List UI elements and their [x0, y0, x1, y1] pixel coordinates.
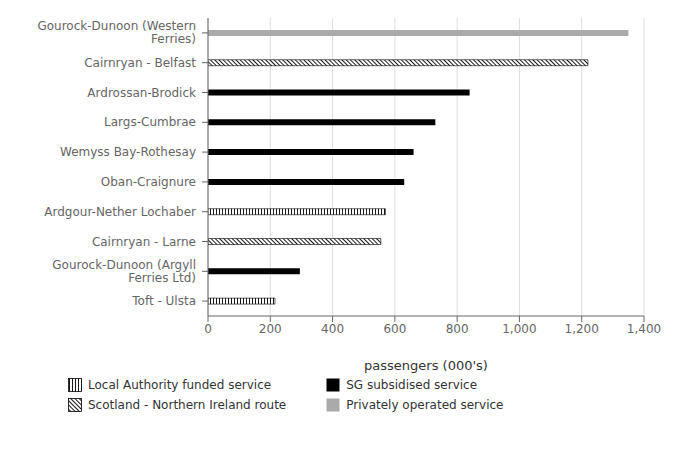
svg-text:Cairnryan - Larne: Cairnryan - Larne — [92, 235, 196, 249]
html-text:Local Authority funded service: Local Authority funded service — [88, 378, 272, 392]
svg-text:800: 800 — [446, 322, 469, 336]
svg-text:200: 200 — [259, 322, 282, 336]
svg-text:Gourock-Dunoon (ArgyllFerries: Gourock-Dunoon (ArgyllFerries Ltd) — [52, 258, 196, 285]
svg-text:1,000: 1,000 — [502, 322, 536, 336]
svg-text:Toft - Ulsta: Toft - Ulsta — [131, 294, 196, 308]
svg-text:Ardgour-Nether Lochaber: Ardgour-Nether Lochaber — [44, 205, 196, 219]
svg-text:Largs-Cumbrae: Largs-Cumbrae — [104, 115, 196, 129]
svg-text:Gourock-Dunoon (WesternFerries: Gourock-Dunoon (WesternFerries) — [37, 19, 196, 46]
svg-text:600: 600 — [383, 322, 406, 336]
svg-text:400: 400 — [321, 322, 344, 336]
svg-text:Oban-Craignure: Oban-Craignure — [101, 175, 196, 189]
svg-text:Cairnryan - Belfast: Cairnryan - Belfast — [84, 56, 196, 70]
html-text:Privately operated service: Privately operated service — [346, 398, 504, 412]
svg-text:passengers (000's): passengers (000's) — [364, 358, 488, 373]
svg-text:Ardrossan-Brodick: Ardrossan-Brodick — [87, 86, 196, 100]
html-text:SG subsidised service: SG subsidised service — [346, 378, 477, 392]
html-text:Scotland - Northern Ireland ro: Scotland - Northern Ireland route — [88, 398, 287, 412]
svg-text:Wemyss Bay-Rothesay: Wemyss Bay-Rothesay — [60, 145, 196, 159]
svg-text:1,200: 1,200 — [565, 322, 599, 336]
svg-text:0: 0 — [204, 322, 212, 336]
svg-text:1,400: 1,400 — [627, 322, 661, 336]
